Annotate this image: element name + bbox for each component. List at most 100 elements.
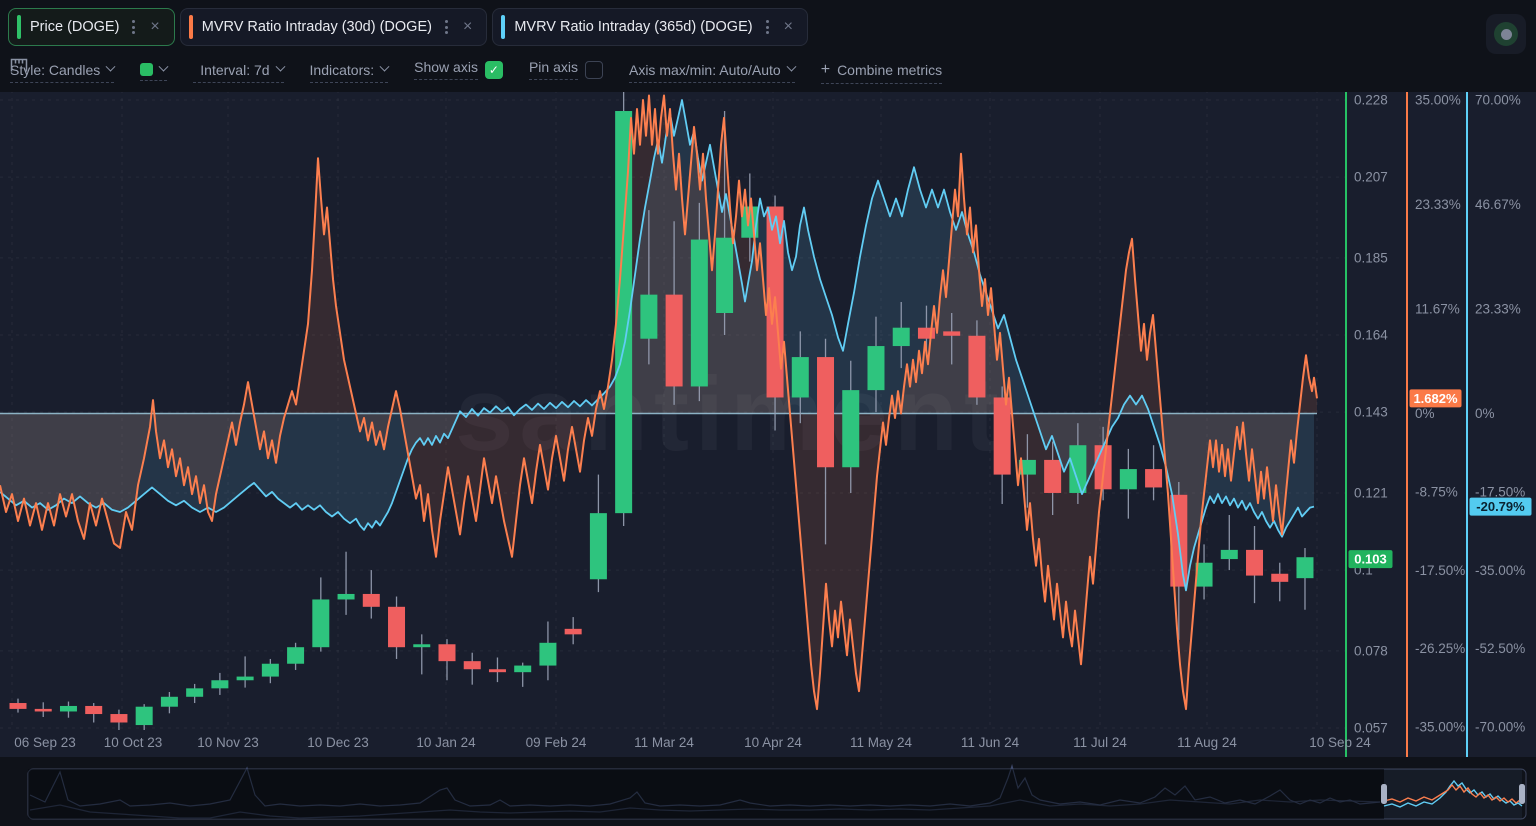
candle-down — [993, 397, 1011, 475]
indicators-dropdown[interactable]: Indicators: — [309, 62, 390, 83]
navigator[interactable] — [27, 763, 1527, 820]
candle-up — [337, 593, 355, 600]
candle-up — [615, 111, 633, 514]
color-swatch-dropdown[interactable] — [140, 61, 169, 81]
ring-icon — [1494, 22, 1518, 46]
candle-down — [438, 644, 456, 662]
y-axis-price[interactable]: 0.2280.2070.1850.1640.1430.1210.10.0780.… — [1345, 92, 1393, 757]
app-logo-button[interactable] — [1486, 14, 1526, 54]
candle-down — [362, 593, 380, 607]
y-axis-mvrv-365d-tick-label: 0% — [1475, 406, 1495, 421]
candle-up — [842, 390, 860, 468]
chevron-down-icon — [786, 61, 797, 72]
show-axis-checkbox[interactable]: ✓ — [484, 60, 503, 79]
x-axis-label: 10 Jan 24 — [416, 735, 476, 750]
kebab-menu-icon[interactable] — [128, 16, 139, 38]
tab-mvrv-365d[interactable]: MVRV Ratio Intraday (365d) (DOGE) × — [492, 8, 808, 46]
y-axis-mvrv-30d-tick-label: -8.75% — [1415, 484, 1458, 499]
navigator-frame — [27, 768, 1527, 820]
kebab-menu-icon[interactable] — [762, 16, 773, 38]
close-icon[interactable]: × — [783, 18, 793, 35]
color-swatch — [140, 63, 154, 76]
y-axis-mvrv-30d-tick-label: -17.50% — [1415, 563, 1465, 578]
navigator-mvrv-30d-line — [1383, 783, 1523, 804]
y-axis-mvrv-30d[interactable]: 35.00% 23.33% 11.67% 0% -8.75% -17.50% -26.25%… — [1406, 92, 1465, 757]
tab-accent-orange — [188, 15, 193, 39]
kebab-menu-icon[interactable] — [441, 16, 452, 38]
style-dropdown[interactable]: Style: Candles — [10, 61, 116, 83]
x-axis-label: 06 Sep 23 — [14, 735, 76, 750]
candle-up — [312, 599, 330, 648]
y-axis-price-tick-label: 0.121 — [1354, 485, 1388, 500]
y-axis-mvrv-365d[interactable]: 70.00% 46.67% 23.33% 0% -17.50% -35.00% -52.50… — [1466, 92, 1532, 757]
candle-up — [539, 642, 557, 666]
x-axis-label: 11 May 24 — [850, 735, 913, 750]
y-axis-mvrv-365d-tick-label: -52.50% — [1475, 641, 1525, 656]
x-axis[interactable]: 06 Sep 23 10 Oct 23 10 Nov 23 10 Dec 23 10 J… — [14, 735, 1371, 750]
chevron-down-icon — [105, 61, 116, 72]
candle-down — [463, 661, 481, 670]
axis-maxmin-dropdown[interactable]: Axis max/min: Auto/Auto — [628, 61, 797, 83]
candle-up — [261, 663, 279, 677]
y-axis-price-tick-label: 0.078 — [1354, 643, 1388, 658]
candle-up — [867, 346, 885, 391]
y-axis-price-tick-label: 0.143 — [1354, 405, 1388, 420]
close-icon[interactable]: × — [462, 18, 473, 35]
x-axis-label: 10 Dec 23 — [307, 735, 369, 750]
candle-up — [791, 357, 809, 398]
y-axis-mvrv-30d-tick-label: 0% — [1415, 406, 1435, 421]
y-axis-price-tick-label: 0.228 — [1354, 93, 1388, 108]
navigator-selection[interactable] — [1384, 769, 1522, 819]
combine-metrics-button[interactable]: + Combine metrics — [820, 61, 943, 84]
x-axis-label: 10 Sep 24 — [1309, 735, 1371, 750]
pin-axis-group: Pin axis — [528, 59, 603, 85]
gridlines — [0, 90, 1346, 729]
candle-up — [135, 706, 153, 726]
candle-down — [34, 708, 52, 712]
price-current-badge — [1348, 550, 1393, 569]
navigator-history-line — [29, 763, 1381, 807]
close-icon[interactable]: × — [150, 18, 160, 35]
tab-price-doge[interactable]: Price (DOGE) × — [8, 8, 175, 46]
navigator-handle-left[interactable] — [1381, 784, 1387, 804]
pin-axis-checkbox[interactable] — [584, 60, 603, 79]
candle-up — [186, 688, 204, 697]
x-axis-label: 09 Feb 24 — [526, 735, 587, 750]
y-axis-mvrv-30d-tick-label: 35.00% — [1415, 93, 1461, 108]
pin-axis-label: Pin axis — [528, 59, 578, 80]
plot-area[interactable] — [0, 85, 1318, 732]
interval-dropdown[interactable]: Interval: 7d — [10, 58, 285, 83]
navigator-handle-right[interactable] — [1519, 784, 1525, 804]
y-axis-price-tick-label: 0.185 — [1354, 250, 1388, 265]
y-axis-mvrv-30d-tick-label: 11.67% — [1415, 301, 1460, 316]
candle-up — [1069, 445, 1087, 493]
candle-up — [1119, 469, 1137, 490]
candle-down — [1044, 459, 1062, 493]
candle-up — [514, 665, 532, 673]
candle-down — [9, 703, 27, 709]
candle-up — [589, 513, 607, 580]
candle-down — [110, 714, 128, 723]
candle-down — [85, 705, 103, 715]
header: Price (DOGE) × MVRV Ratio Intraday (30d)… — [0, 0, 1536, 92]
mvrv-365d-current-badge — [1469, 497, 1532, 516]
candle-down — [917, 327, 935, 339]
tab-mvrv-30d[interactable]: MVRV Ratio Intraday (30d) (DOGE) × — [179, 8, 488, 46]
mvrv-30d-current-badge — [1409, 389, 1462, 408]
candle-up — [640, 294, 658, 339]
candle-down — [943, 331, 961, 336]
candle-up — [1195, 562, 1213, 587]
candle-down — [1246, 549, 1264, 576]
candle-up — [59, 705, 77, 712]
mvrv-365d-area — [0, 100, 1314, 591]
y-axis-price-tick-label: 0.164 — [1354, 328, 1388, 343]
mvrv-30d-line — [0, 94, 1318, 711]
candle-down — [968, 335, 986, 398]
x-axis-label: 10 Oct 23 — [104, 735, 163, 750]
tab-label: MVRV Ratio Intraday (365d) (DOGE) — [514, 19, 753, 35]
candle-up — [287, 647, 305, 664]
y-axis-price-tick-label: 0.207 — [1354, 170, 1388, 185]
navigator-history-line-2 — [29, 799, 1381, 819]
